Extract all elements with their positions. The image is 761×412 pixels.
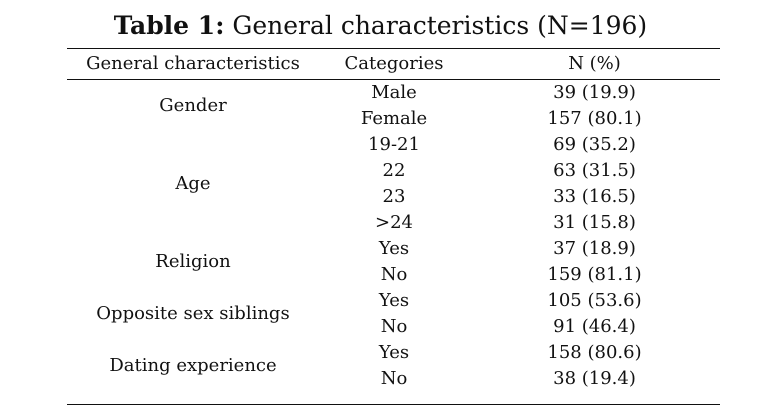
value-cell: 63 (31.5) xyxy=(553,160,636,181)
table-row: Gender Male 39 (19.9) xyxy=(67,78,720,116)
category-cell: >24 xyxy=(375,212,413,233)
category-cell: Male xyxy=(371,82,417,103)
category-cell: 23 xyxy=(382,186,406,207)
category-cell: Female xyxy=(360,108,428,129)
row-label-age: Age xyxy=(175,173,211,194)
table-title: Table 1: General characteristics (N=196) xyxy=(0,11,761,41)
table-row: No 91 (46.4) xyxy=(67,314,720,340)
category-cell: 19-21 xyxy=(368,134,420,155)
value-cell: 159 (81.1) xyxy=(547,264,642,285)
table-header-row: General characteristics Categories N (%) xyxy=(67,50,720,78)
row-label-opposite-sex-siblings: Opposite sex siblings xyxy=(96,303,290,324)
header-general-characteristics: General characteristics xyxy=(86,53,300,74)
category-cell: 22 xyxy=(382,160,406,181)
table-row: 22 63 (31.5) xyxy=(67,158,720,184)
value-cell: 38 (19.4) xyxy=(553,368,636,389)
table-row: Religion Yes 37 (18.9) xyxy=(67,236,720,272)
header-categories: Categories xyxy=(344,53,444,74)
table-row: 23 33 (16.5) xyxy=(67,184,720,210)
characteristics-table: General characteristics Categories N (%)… xyxy=(67,50,720,392)
table-row: No 38 (19.4) xyxy=(67,366,720,392)
table-row: Age 19-21 69 (35.2) xyxy=(67,132,720,194)
value-cell: 105 (53.6) xyxy=(547,290,642,311)
table-bottom-rule xyxy=(67,404,720,405)
row-label-religion: Religion xyxy=(155,251,231,272)
value-cell: 69 (35.2) xyxy=(553,134,636,155)
table-header-rule xyxy=(67,79,720,80)
row-label-gender: Gender xyxy=(159,95,227,116)
value-cell: 39 (19.9) xyxy=(553,82,636,103)
row-label-dating-experience: Dating experience xyxy=(109,355,277,376)
category-cell: No xyxy=(380,316,408,337)
table-caption: General characteristics (N=196) xyxy=(224,11,648,40)
table-row: Female 157 (80.1) xyxy=(67,106,720,132)
table-row: No 159 (81.1) xyxy=(67,262,720,288)
table-row: >24 31 (15.8) xyxy=(67,210,720,236)
category-cell: Yes xyxy=(378,238,410,259)
value-cell: 31 (15.8) xyxy=(553,212,636,233)
table-row: Opposite sex siblings Yes 105 (53.6) xyxy=(67,288,720,324)
category-cell: No xyxy=(380,368,408,389)
value-cell: 33 (16.5) xyxy=(553,186,636,207)
value-cell: 157 (80.1) xyxy=(547,108,642,129)
value-cell: 91 (46.4) xyxy=(553,316,636,337)
category-cell: No xyxy=(380,264,408,285)
value-cell: 37 (18.9) xyxy=(553,238,636,259)
header-n-percent: N (%) xyxy=(568,53,621,74)
table-top-rule xyxy=(67,48,720,49)
value-cell: 158 (80.6) xyxy=(547,342,642,363)
category-cell: Yes xyxy=(378,342,410,363)
category-cell: Yes xyxy=(378,290,410,311)
table-number: Table 1: xyxy=(113,11,225,40)
table-row: Dating experience Yes 158 (80.6) xyxy=(67,340,720,376)
